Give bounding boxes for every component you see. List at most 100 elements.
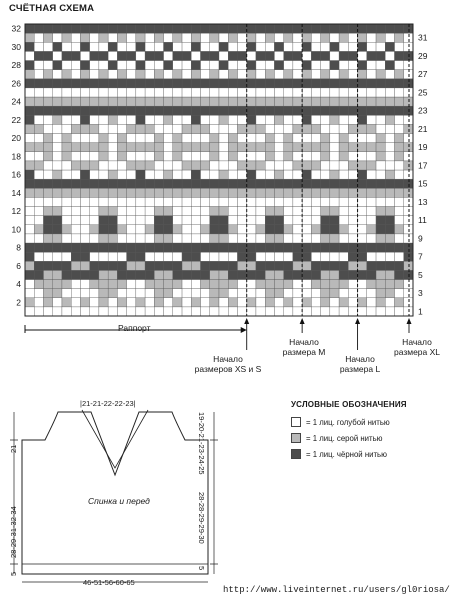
chart-cell — [265, 297, 275, 308]
chart-cell — [135, 215, 146, 225]
chart-cell — [255, 261, 266, 271]
chart-cell — [61, 32, 72, 43]
chart-cell — [71, 288, 81, 298]
chart-cell — [292, 69, 303, 79]
chart-cell — [172, 288, 183, 298]
chart-cell — [366, 306, 377, 317]
chart-cell — [394, 124, 404, 134]
chart-cell — [163, 23, 173, 34]
chart-cell — [320, 206, 331, 216]
chart-cell — [61, 169, 72, 180]
chart-cell — [320, 251, 331, 262]
chart-cell — [237, 60, 247, 70]
chart-cell — [34, 251, 44, 262]
chart-cell — [283, 233, 294, 244]
garment-schematic — [10, 409, 218, 583]
chart-cell — [265, 32, 275, 43]
chart-cell — [357, 115, 367, 125]
chart-cell — [311, 78, 321, 89]
chart-cell — [274, 233, 284, 244]
chart-cell — [246, 270, 257, 280]
chart-cell — [301, 42, 312, 52]
chart-cell — [385, 306, 395, 317]
chart-cell — [209, 169, 220, 180]
chart-cell — [98, 169, 109, 180]
chart-cell — [24, 188, 35, 198]
chart-cell — [228, 178, 238, 189]
chart-cell — [366, 279, 377, 289]
chart-cell — [394, 288, 404, 298]
chart-cell — [301, 306, 312, 317]
chart-cell — [181, 151, 192, 162]
chart-cell — [144, 188, 155, 198]
chart-cell — [366, 242, 377, 253]
chart-cell — [246, 51, 257, 61]
chart-cell — [348, 197, 358, 207]
chart-cell — [98, 215, 109, 225]
size-markers — [24, 24, 412, 350]
chart-cell — [228, 78, 238, 89]
chart-cell — [107, 142, 118, 152]
chart-cell — [228, 124, 238, 134]
chart-cell — [191, 233, 201, 244]
chart-cell — [403, 233, 414, 244]
chart-cell — [89, 206, 100, 216]
chart-cell — [52, 32, 63, 43]
chart-cell — [292, 78, 303, 89]
chart-cell — [274, 69, 284, 79]
chart-cell — [403, 188, 414, 198]
chart-cell — [172, 197, 183, 207]
chart-cell — [301, 279, 312, 289]
chart-cell — [255, 142, 266, 152]
chart-cell — [24, 224, 35, 235]
chart-cell — [311, 105, 321, 116]
chart-cell — [283, 105, 294, 116]
chart-cell — [172, 224, 183, 235]
chart-cell — [283, 42, 294, 52]
chart-cell — [181, 142, 192, 152]
chart-cell — [265, 251, 275, 262]
chart-cell — [292, 261, 303, 271]
chart-cell — [181, 306, 192, 317]
chart-cell — [154, 96, 164, 107]
chart-cell — [172, 251, 183, 262]
chart-cell — [34, 288, 44, 298]
chart-cell — [366, 124, 377, 134]
chart-cell — [191, 87, 201, 98]
chart-cell — [375, 23, 386, 34]
chart-cell — [71, 78, 81, 89]
chart-cell — [172, 215, 183, 225]
chart-cell — [366, 133, 377, 143]
chart-cell — [255, 105, 266, 116]
chart-cell — [191, 288, 201, 298]
chart-cell — [403, 306, 414, 317]
chart-cell — [172, 188, 183, 198]
chart-cell — [403, 142, 414, 152]
chart-cell — [246, 69, 257, 79]
chart-cell — [255, 115, 266, 125]
chart-cell — [311, 251, 321, 262]
chart-cell — [209, 197, 220, 207]
arrow-head-icon — [244, 318, 250, 324]
chart-cell — [98, 270, 109, 280]
chart-cell — [43, 160, 53, 171]
chart-cell — [218, 288, 229, 298]
row-number-left: 2 — [16, 297, 21, 307]
chart-cell — [144, 206, 155, 216]
chart-cell — [348, 251, 358, 262]
chart-cell — [348, 169, 358, 180]
chart-cell — [181, 242, 192, 253]
chart-cell — [52, 69, 63, 79]
chart-cell — [163, 279, 173, 289]
chart-cell — [218, 151, 229, 162]
chart-cell — [80, 124, 90, 134]
chart-cell — [218, 51, 229, 61]
chart-cell — [107, 124, 118, 134]
chart-cell — [80, 115, 90, 125]
row-number-left: 26 — [12, 78, 22, 88]
chart-cell — [320, 169, 331, 180]
chart-cell — [172, 124, 183, 134]
chart-cell — [144, 124, 155, 134]
chart-cell — [338, 69, 349, 79]
chart-cell — [154, 169, 164, 180]
